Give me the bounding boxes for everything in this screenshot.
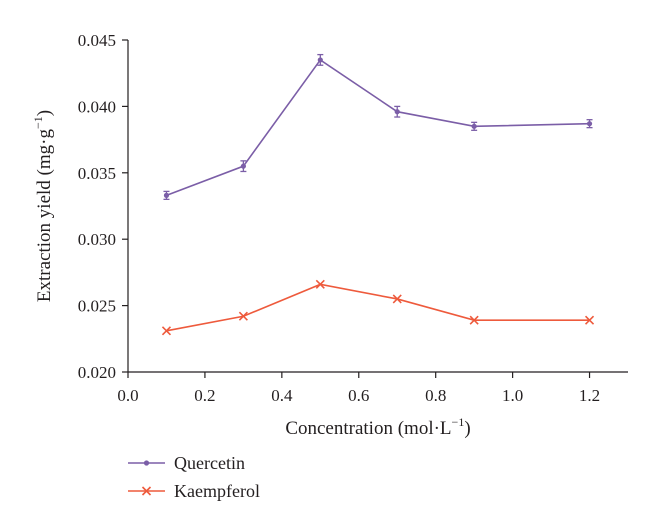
legend-marker-kaempferol (141, 486, 152, 496)
data-point (317, 57, 323, 63)
x-tick-label: 0.0 (117, 386, 138, 405)
legend-label-quercetin: Quercetin (174, 453, 245, 473)
y-tick-label: 0.045 (78, 31, 116, 50)
legend-item-kaempferol: Kaempferol (128, 481, 260, 501)
data-point (315, 279, 325, 289)
x-tick-label: 1.0 (502, 386, 523, 405)
y-ticks: 0.020 0.025 0.030 0.035 0.040 0.045 (78, 31, 128, 382)
data-point (584, 315, 595, 325)
legend-marker-quercetin (143, 460, 150, 466)
x-tick-label: 0.8 (425, 386, 446, 405)
data-point (471, 123, 477, 129)
data-point (163, 192, 170, 198)
x-axis-title: Concentration (mol·L−1) (285, 415, 470, 439)
data-point (394, 109, 400, 115)
data-point (392, 294, 402, 304)
series-line-kaempferol (166, 283, 590, 332)
x-tick-label: 0.6 (348, 386, 369, 405)
series-kaempferol (161, 279, 595, 336)
legend: Quercetin Kaempferol (128, 453, 260, 501)
data-point (238, 311, 248, 321)
axes (127, 40, 628, 373)
series-line-quercetin (166, 58, 590, 197)
y-axis-title: Extraction yield (mg·g−1) (31, 110, 55, 302)
x-tick-label: 0.4 (271, 386, 293, 405)
x-ticks: 0.0 0.2 0.4 0.6 0.8 1.0 1.2 (117, 372, 600, 405)
x-tick-label: 1.2 (579, 386, 600, 405)
legend-item-quercetin: Quercetin (128, 453, 245, 473)
y-tick-label: 0.040 (78, 97, 116, 116)
x-tick-label: 0.2 (194, 386, 215, 405)
y-tick-label: 0.020 (78, 363, 116, 382)
y-tick-label: 0.035 (78, 164, 116, 183)
data-point (469, 315, 479, 325)
legend-label-kaempferol: Kaempferol (174, 481, 260, 501)
plot-area (161, 53, 595, 336)
series-quercetin (163, 53, 593, 201)
data-point (586, 121, 593, 127)
data-point (240, 163, 246, 169)
data-point (161, 326, 172, 336)
y-tick-label: 0.030 (78, 230, 116, 249)
y-tick-label: 0.025 (78, 297, 116, 316)
